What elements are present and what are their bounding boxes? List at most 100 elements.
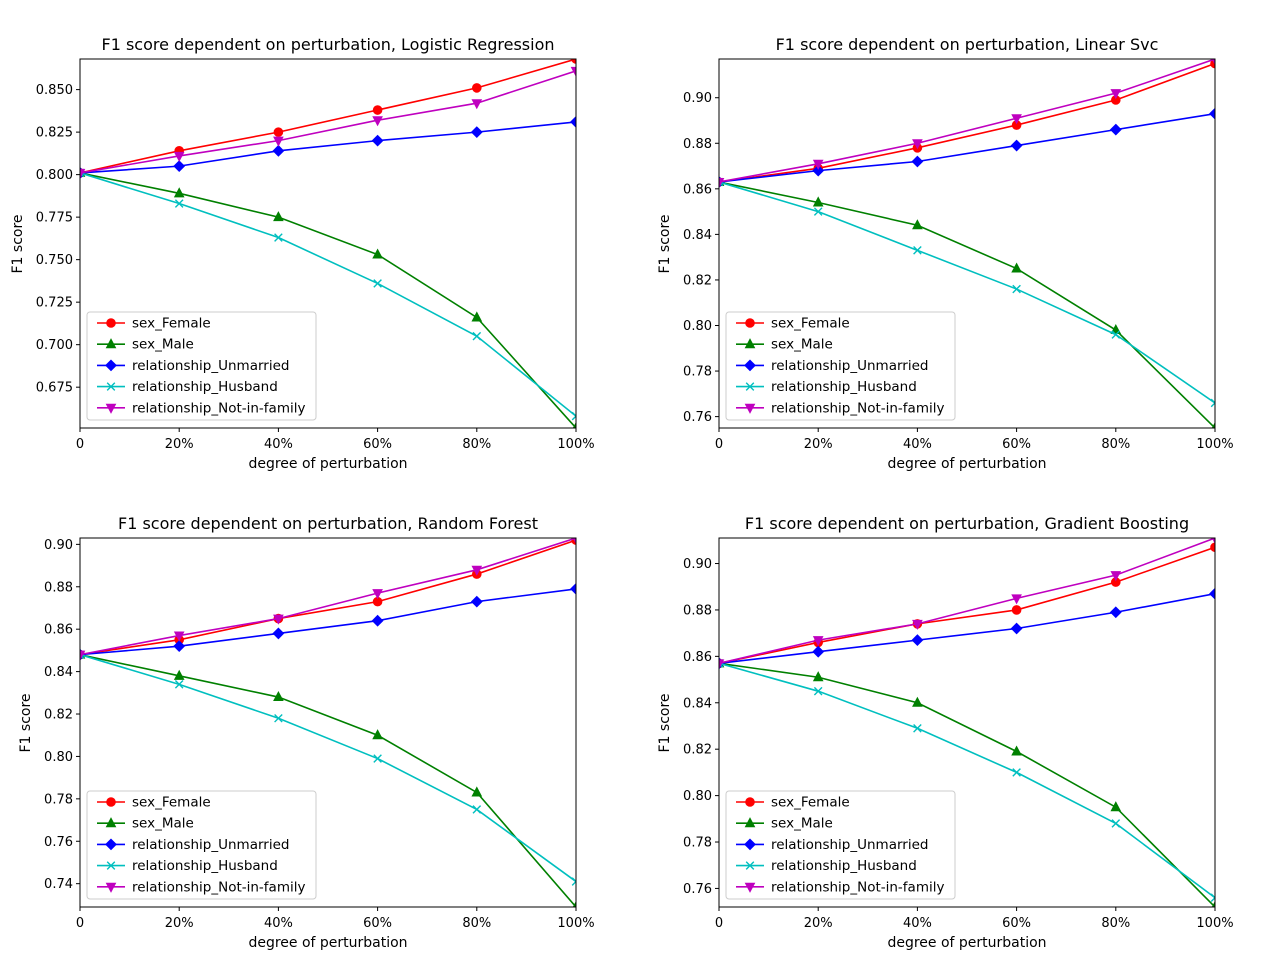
legend-label: relationship_Husband [132, 858, 278, 874]
x-tick-label: 80% [462, 916, 491, 931]
y-tick-label: 0.88 [683, 603, 712, 618]
data-point-marker [471, 786, 483, 797]
series-relationship_Not-in-family [80, 538, 576, 661]
data-point-marker [744, 359, 756, 372]
data-point-marker [80, 168, 86, 179]
data-point-marker [372, 105, 383, 115]
data-point-marker [1210, 398, 1215, 408]
legend-label: relationship_Unmarried [132, 837, 289, 853]
subplot-linear-svc: F1 score dependent on perturbation, Line… [657, 35, 1234, 472]
data-point-marker [1011, 262, 1022, 273]
data-point-marker [719, 659, 725, 670]
subplot-title: F1 score dependent on perturbation, Logi… [101, 35, 554, 54]
legend-label: sex_Male [132, 337, 194, 353]
y-tick-label: 0.74 [44, 877, 73, 892]
y-tick-label: 0.80 [683, 319, 712, 334]
series-sex_Male [80, 648, 576, 907]
x-axis-label: degree of perturbation [887, 935, 1046, 951]
x-tick-label: 0 [715, 916, 723, 931]
y-tick-label: 0.76 [683, 410, 712, 425]
legend-box [725, 790, 956, 900]
series-line [80, 172, 576, 417]
data-point-marker [1110, 571, 1122, 582]
axes-frame [79, 537, 577, 908]
legend-label: sex_Female [771, 316, 850, 332]
data-point-marker [570, 582, 576, 595]
legend-item: relationship_Husband [736, 858, 917, 874]
data-point-marker [913, 246, 922, 255]
series-relationship_Not-in-family [719, 538, 1215, 670]
legend-item: sex_Male [97, 816, 194, 832]
data-point-marker [273, 127, 284, 137]
series-line [719, 592, 1215, 665]
data-point-marker [719, 178, 725, 189]
y-axis-label: F1 score [18, 693, 34, 752]
x-tick-label: 40% [264, 916, 293, 931]
data-point-marker [105, 359, 117, 372]
y-tick-label: 0.76 [44, 835, 73, 850]
data-point-marker [372, 729, 383, 740]
y-tick-label: 0.800 [36, 168, 73, 183]
data-point-marker [272, 144, 285, 157]
data-point-marker [745, 797, 755, 807]
data-point-marker [1011, 594, 1022, 605]
axes-frame [79, 58, 577, 429]
data-point-marker [813, 686, 823, 696]
y-tick-label: 0.84 [44, 665, 73, 680]
data-point-marker [745, 382, 755, 391]
legend: sex_Female sex_Male relationship_Unmarried… [725, 790, 956, 900]
legend-label: relationship_Unmarried [771, 837, 928, 853]
series-line [719, 62, 1215, 183]
x-tick-label: 20% [804, 916, 833, 931]
data-point-marker [571, 411, 576, 421]
legend-item: sex_Female [736, 316, 850, 332]
legend-label: sex_Female [132, 795, 211, 811]
legend-item: relationship_Husband [736, 379, 917, 395]
series-line [80, 538, 576, 656]
data-point-marker [272, 627, 285, 640]
data-point-marker [744, 403, 756, 414]
data-point-marker [912, 139, 923, 150]
y-tick-label: 0.90 [683, 557, 712, 572]
data-point-marker [1211, 59, 1215, 66]
data-point-marker [274, 233, 283, 242]
subplot-gradient-boosting: F1 score dependent on perturbation, Grad… [657, 514, 1234, 951]
data-point-marker [912, 619, 923, 630]
data-point-marker [1209, 107, 1215, 120]
x-tick-label: 20% [165, 437, 194, 452]
data-point-marker [911, 155, 924, 168]
series-relationship_Not-in-family [719, 59, 1215, 189]
x-tick-label: 80% [462, 437, 491, 452]
y-tick-label: 0.775 [36, 211, 73, 226]
data-point-marker [273, 211, 284, 222]
series-line [80, 121, 576, 174]
data-point-marker [373, 754, 382, 763]
series-line [719, 546, 1215, 665]
data-point-marker [173, 669, 185, 680]
series-layer [719, 538, 1215, 907]
data-point-marker [273, 690, 284, 702]
y-tick-label: 0.88 [44, 580, 73, 595]
subplot-title: F1 score dependent on perturbation, Rand… [118, 514, 538, 533]
data-point-marker [812, 164, 825, 177]
y-tick-label: 0.90 [683, 91, 712, 106]
axes-frame [718, 537, 1216, 908]
data-point-marker [1011, 114, 1022, 125]
y-tick-label: 0.84 [683, 696, 712, 711]
y-tick-label: 0.82 [683, 273, 712, 288]
series-line [80, 653, 576, 907]
data-point-marker [1110, 89, 1122, 100]
y-tick-label: 0.86 [683, 650, 712, 665]
y-tick-label: 0.86 [44, 623, 73, 638]
y-tick-label: 0.90 [44, 538, 73, 553]
legend-item: sex_Male [97, 337, 194, 353]
y-axis-label: F1 score [657, 693, 673, 752]
legend-item: sex_Female [97, 316, 211, 332]
x-tick-label: 60% [1002, 916, 1031, 931]
data-point-marker [174, 680, 184, 689]
data-point-marker [1111, 819, 1121, 828]
legend-box [86, 790, 317, 900]
data-point-marker [812, 159, 824, 170]
y-tick-label: 0.80 [44, 750, 73, 765]
data-point-marker [744, 882, 756, 893]
